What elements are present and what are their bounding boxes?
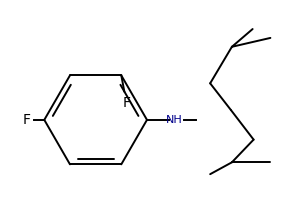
Text: F: F <box>122 96 130 110</box>
Text: NH: NH <box>166 115 183 125</box>
Text: F: F <box>23 113 30 127</box>
